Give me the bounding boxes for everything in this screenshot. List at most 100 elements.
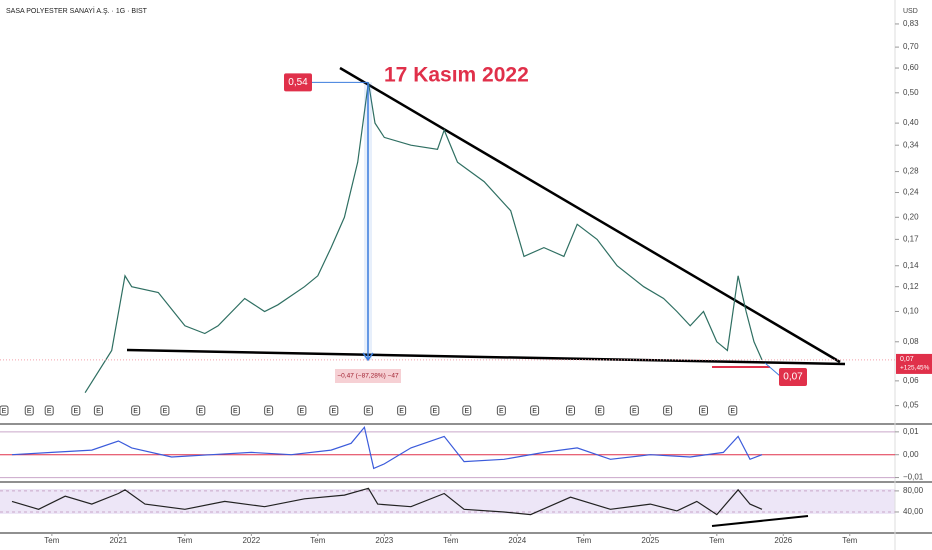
measure-area — [364, 82, 372, 360]
earnings-box — [728, 405, 738, 416]
y-tick-label: 0,01 — [903, 427, 919, 436]
last-price: 0,07 — [900, 356, 914, 363]
y-tick-label: 0,70 — [903, 42, 919, 51]
earnings-label: E — [366, 408, 371, 415]
earnings-marker: E — [93, 405, 103, 416]
earnings-box — [462, 405, 472, 416]
measure-label-box — [335, 369, 401, 383]
earnings-marker: E — [196, 405, 206, 416]
earnings-marker: E — [297, 405, 307, 416]
x-tick-label: Tem — [576, 536, 591, 545]
earnings-box — [397, 405, 407, 416]
x-tick-label: 2022 — [242, 536, 260, 545]
x-tick-label: Tem — [310, 536, 325, 545]
earnings-box — [530, 405, 540, 416]
earnings-box — [71, 405, 81, 416]
earnings-marker: E — [663, 405, 673, 416]
earnings-label: E — [300, 408, 305, 415]
price-line — [11, 425, 763, 470]
earnings-marker: E — [462, 405, 472, 416]
x-tick-label: Tem — [443, 536, 458, 545]
earnings-marker: E — [595, 405, 605, 416]
support-trendline — [126, 348, 846, 366]
earnings-box — [131, 405, 141, 416]
y-tick-label: 0,00 — [903, 450, 919, 459]
earnings-marker: E — [496, 405, 506, 416]
y-tick-label: 0,40 — [903, 118, 919, 127]
y-tick-label: 0,20 — [903, 212, 919, 221]
earnings-marker: E — [0, 405, 9, 416]
rsi-band — [0, 489, 895, 514]
earnings-label: E — [266, 408, 271, 415]
last-price-box — [896, 353, 932, 374]
earnings-marker: E — [24, 405, 34, 416]
earnings-label: E — [499, 408, 504, 415]
earnings-box — [264, 405, 274, 416]
low-label-box — [779, 368, 807, 386]
earnings-marker: E — [160, 405, 170, 416]
low-label: 0,07 — [783, 372, 803, 383]
earnings-marker: E — [430, 405, 440, 416]
earnings-label: E — [163, 408, 168, 415]
chart-title: SASA POLYESTER SANAYİ A.Ş. · 1G · BIST — [6, 6, 148, 15]
y-tick-label: 0,28 — [903, 167, 919, 176]
y-tick-label: 0,12 — [903, 282, 919, 291]
price-line — [11, 487, 763, 516]
y-tick-label: −0,01 — [903, 473, 924, 482]
y-tick-label: 0,17 — [903, 234, 919, 243]
resistance-trendline — [339, 66, 841, 364]
earnings-label: E — [701, 408, 706, 415]
earnings-label: E — [632, 408, 637, 415]
earnings-box — [698, 405, 708, 416]
earnings-box — [93, 405, 103, 416]
earnings-label: E — [331, 408, 336, 415]
earnings-marker: E — [629, 405, 639, 416]
earnings-label: E — [198, 408, 203, 415]
earnings-marker: E — [230, 405, 240, 416]
price-line — [84, 82, 763, 394]
earnings-box — [230, 405, 240, 416]
earnings-label: E — [47, 408, 52, 415]
y-tick-label: 80,00 — [903, 486, 924, 495]
x-tick-label: 2024 — [508, 536, 526, 545]
earnings-box — [496, 405, 506, 416]
y-tick-label: 0,83 — [903, 19, 919, 28]
earnings-marker: E — [530, 405, 540, 416]
earnings-marker: E — [728, 405, 738, 416]
earnings-box — [663, 405, 673, 416]
earnings-box — [329, 405, 339, 416]
earnings-label: E — [399, 408, 404, 415]
earnings-marker: E — [397, 405, 407, 416]
earnings-marker: E — [44, 405, 54, 416]
earnings-box — [566, 405, 576, 416]
earnings-box — [196, 405, 206, 416]
earnings-label: E — [568, 408, 573, 415]
y-tick-label: 0,06 — [903, 376, 919, 385]
y-tick-label: 0,24 — [903, 188, 919, 197]
earnings-box — [595, 405, 605, 416]
y-tick-label: 40,00 — [903, 507, 924, 516]
earnings-box — [629, 405, 639, 416]
earnings-box — [363, 405, 373, 416]
x-tick-label: 2021 — [109, 536, 127, 545]
y-tick-label: 0,50 — [903, 88, 919, 97]
x-tick-label: Tem — [709, 536, 724, 545]
earnings-box — [297, 405, 307, 416]
earnings-label: E — [73, 408, 78, 415]
earnings-label: E — [730, 408, 735, 415]
earnings-label: E — [233, 408, 238, 415]
earnings-label: E — [2, 408, 7, 415]
high-label-box — [284, 73, 312, 92]
earnings-marker: E — [264, 405, 274, 416]
x-tick-label: Tem — [842, 536, 857, 545]
currency: USD — [903, 8, 918, 15]
earnings-label: E — [433, 408, 438, 415]
last-change: +125,45% — [900, 365, 930, 372]
y-tick-label: 0,60 — [903, 63, 919, 72]
arrow-head — [362, 352, 374, 362]
x-tick-label: 2025 — [641, 536, 659, 545]
low-pointer — [764, 362, 781, 377]
earnings-marker: E — [131, 405, 141, 416]
